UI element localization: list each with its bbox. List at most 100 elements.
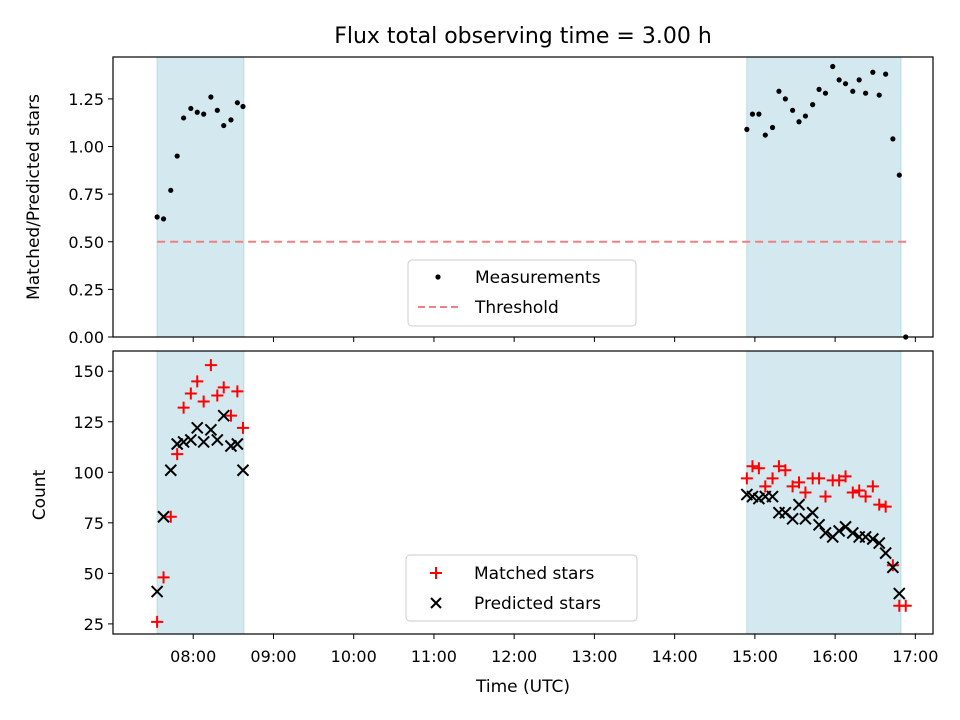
ratio-measurements-point-33	[870, 69, 876, 75]
ratio-measurements-point-23	[802, 113, 809, 119]
count-matched-stars-point-23	[799, 486, 812, 499]
ratio-y-tick-label-4: 1.00	[68, 138, 104, 157]
count-matched-stars-point-31	[853, 484, 866, 497]
count-legend: Matched stars Predicted stars	[405, 554, 638, 622]
count-matched-stars-point-1	[157, 571, 170, 584]
count-observing-window-1	[746, 350, 902, 635]
count-predicted-stars-point-1	[157, 510, 170, 523]
count-matched-stars-point-11	[224, 409, 237, 422]
ratio-y-tick-label-0: 0.00	[68, 328, 104, 347]
ratio-measurements-point-31	[856, 77, 862, 83]
ratio-measurements-point-22	[796, 119, 802, 125]
ratio-measurements-point-15	[749, 111, 756, 117]
ratio-measurements-point-13	[240, 103, 246, 110]
count-matched-stars-point-8	[204, 359, 217, 372]
count-predicted-stars-point-0	[150, 585, 164, 598]
bottom-y-axis-label: Count	[30, 469, 50, 520]
ratio-measurements-point-8	[208, 94, 214, 100]
count-matched-stars-point-3	[171, 448, 184, 461]
ratio-measurements-point-10	[221, 122, 227, 129]
ratio-measurements-point-1	[160, 216, 167, 222]
legend-matched-marker	[430, 567, 442, 579]
count-predicted-stars-point-8	[204, 423, 218, 437]
count-matched-stars-point-14	[740, 472, 753, 485]
ratio-measurements-point-37	[896, 172, 902, 178]
count-matched-stars-point-35	[879, 500, 892, 513]
ratio-measurements-point-36	[890, 136, 896, 142]
count-matched-stars-point-16	[752, 462, 765, 475]
ratio-y-tick-label-2: 0.50	[68, 233, 104, 252]
count-matched-stars-point-25	[813, 472, 826, 485]
x-tick-label-3: 11:00	[411, 647, 457, 666]
count-matched-stars-point-36	[886, 559, 899, 572]
ratio-y-tick-label-5: 1.25	[68, 90, 104, 109]
ratio-y-tick-label-3: 0.75	[68, 185, 104, 204]
count-matched-stars-point-9	[211, 389, 224, 402]
x-tick-label-4: 12:00	[491, 647, 537, 666]
ratio-measurements-point-7	[201, 111, 207, 117]
count-y-tick-label-2: 75	[84, 514, 104, 533]
count-predicted-stars-point-28	[832, 524, 846, 538]
legend-threshold-label: Threshold	[474, 298, 559, 318]
count-matched-stars-point-4	[177, 401, 190, 414]
count-matched-stars-point-22	[793, 476, 806, 489]
count-panel: 25 50 75 100 125 150 08:00 09:00 10:00 11:00 12:00…	[73, 350, 938, 666]
count-matched-stars-point-6	[191, 375, 204, 388]
count-predicted-stars-point-33	[866, 532, 880, 546]
ratio-measurements-point-11	[228, 117, 234, 123]
count-predicted-stars-point-18	[766, 490, 779, 503]
count-predicted-stars-point-6	[191, 421, 204, 435]
count-matched-stars-point-10	[217, 381, 230, 394]
ratio-axes-frame	[112, 56, 934, 338]
ratio-measurements-point-20	[782, 96, 788, 102]
count-predicted-stars-point-21	[786, 512, 799, 525]
count-predicted-stars-point-36	[886, 561, 900, 574]
legend-measurements-label: Measurements	[475, 268, 601, 288]
count-y-tick-label-0: 25	[84, 615, 104, 634]
legend-predicted-marker	[430, 597, 442, 609]
ratio-measurements-point-32	[863, 90, 869, 96]
ratio-measurements-point-30	[850, 88, 856, 94]
x-tick-label-8: 16:00	[812, 647, 858, 666]
count-predicted-stars-point-4	[177, 435, 190, 449]
ratio-measurements-point-3	[174, 153, 180, 159]
count-predicted-stars-point-13	[236, 464, 250, 477]
count-matched-stars-point-26	[819, 490, 832, 503]
count-predicted-stars-point-26	[819, 526, 832, 540]
ratio-measurements-point-21	[789, 107, 796, 113]
ratio-measurements-point-34	[876, 92, 882, 98]
legend-box	[407, 259, 637, 327]
count-matched-stars-point-2	[164, 510, 177, 523]
count-matched-stars-point-21	[786, 480, 799, 493]
ratio-measurements-point-4	[181, 115, 187, 121]
ratio-measurements-point-14	[744, 126, 750, 132]
count-predicted-stars-point-12	[231, 437, 244, 451]
count-predicted-stars-point-2	[164, 464, 177, 477]
ratio-measurements-point-26	[822, 90, 829, 96]
count-predicted-stars-point-10	[217, 409, 230, 422]
count-matched-stars-point-20	[779, 464, 792, 477]
count-matched-stars-point-13	[236, 421, 249, 434]
count-predicted-stars-point-25	[812, 518, 826, 532]
count-y-tick-label-1: 50	[84, 564, 104, 583]
ratio-legend: Measurements Threshold	[407, 259, 637, 327]
count-predicted-stars-point-35	[879, 546, 892, 560]
ratio-observing-window-0	[156, 56, 245, 338]
count-y-tick-label-5: 150	[73, 362, 104, 381]
top-y-axis-label: Matched/Predicted stars	[24, 94, 44, 300]
ratio-measurements-point-19	[776, 88, 782, 94]
count-matched-stars-point-15	[746, 460, 759, 473]
count-predicted-stars-point-32	[859, 530, 872, 544]
ratio-observing-window-1	[746, 56, 902, 338]
x-tick-label-0: 08:00	[170, 647, 216, 666]
ratio-panel: 0.00 0.25 0.50 0.75 1.00 1.25	[68, 56, 934, 347]
count-matched-stars-point-32	[859, 490, 872, 503]
x-tick-label-5: 13:00	[571, 647, 617, 666]
ratio-measurements-point-5	[188, 105, 194, 112]
count-matched-stars-point-29	[839, 470, 852, 483]
ratio-measurements-point-2	[168, 187, 174, 193]
count-matched-stars-point-30	[846, 486, 859, 499]
ratio-measurements-point-28	[836, 77, 842, 83]
ratio-measurements-point-12	[234, 100, 240, 106]
